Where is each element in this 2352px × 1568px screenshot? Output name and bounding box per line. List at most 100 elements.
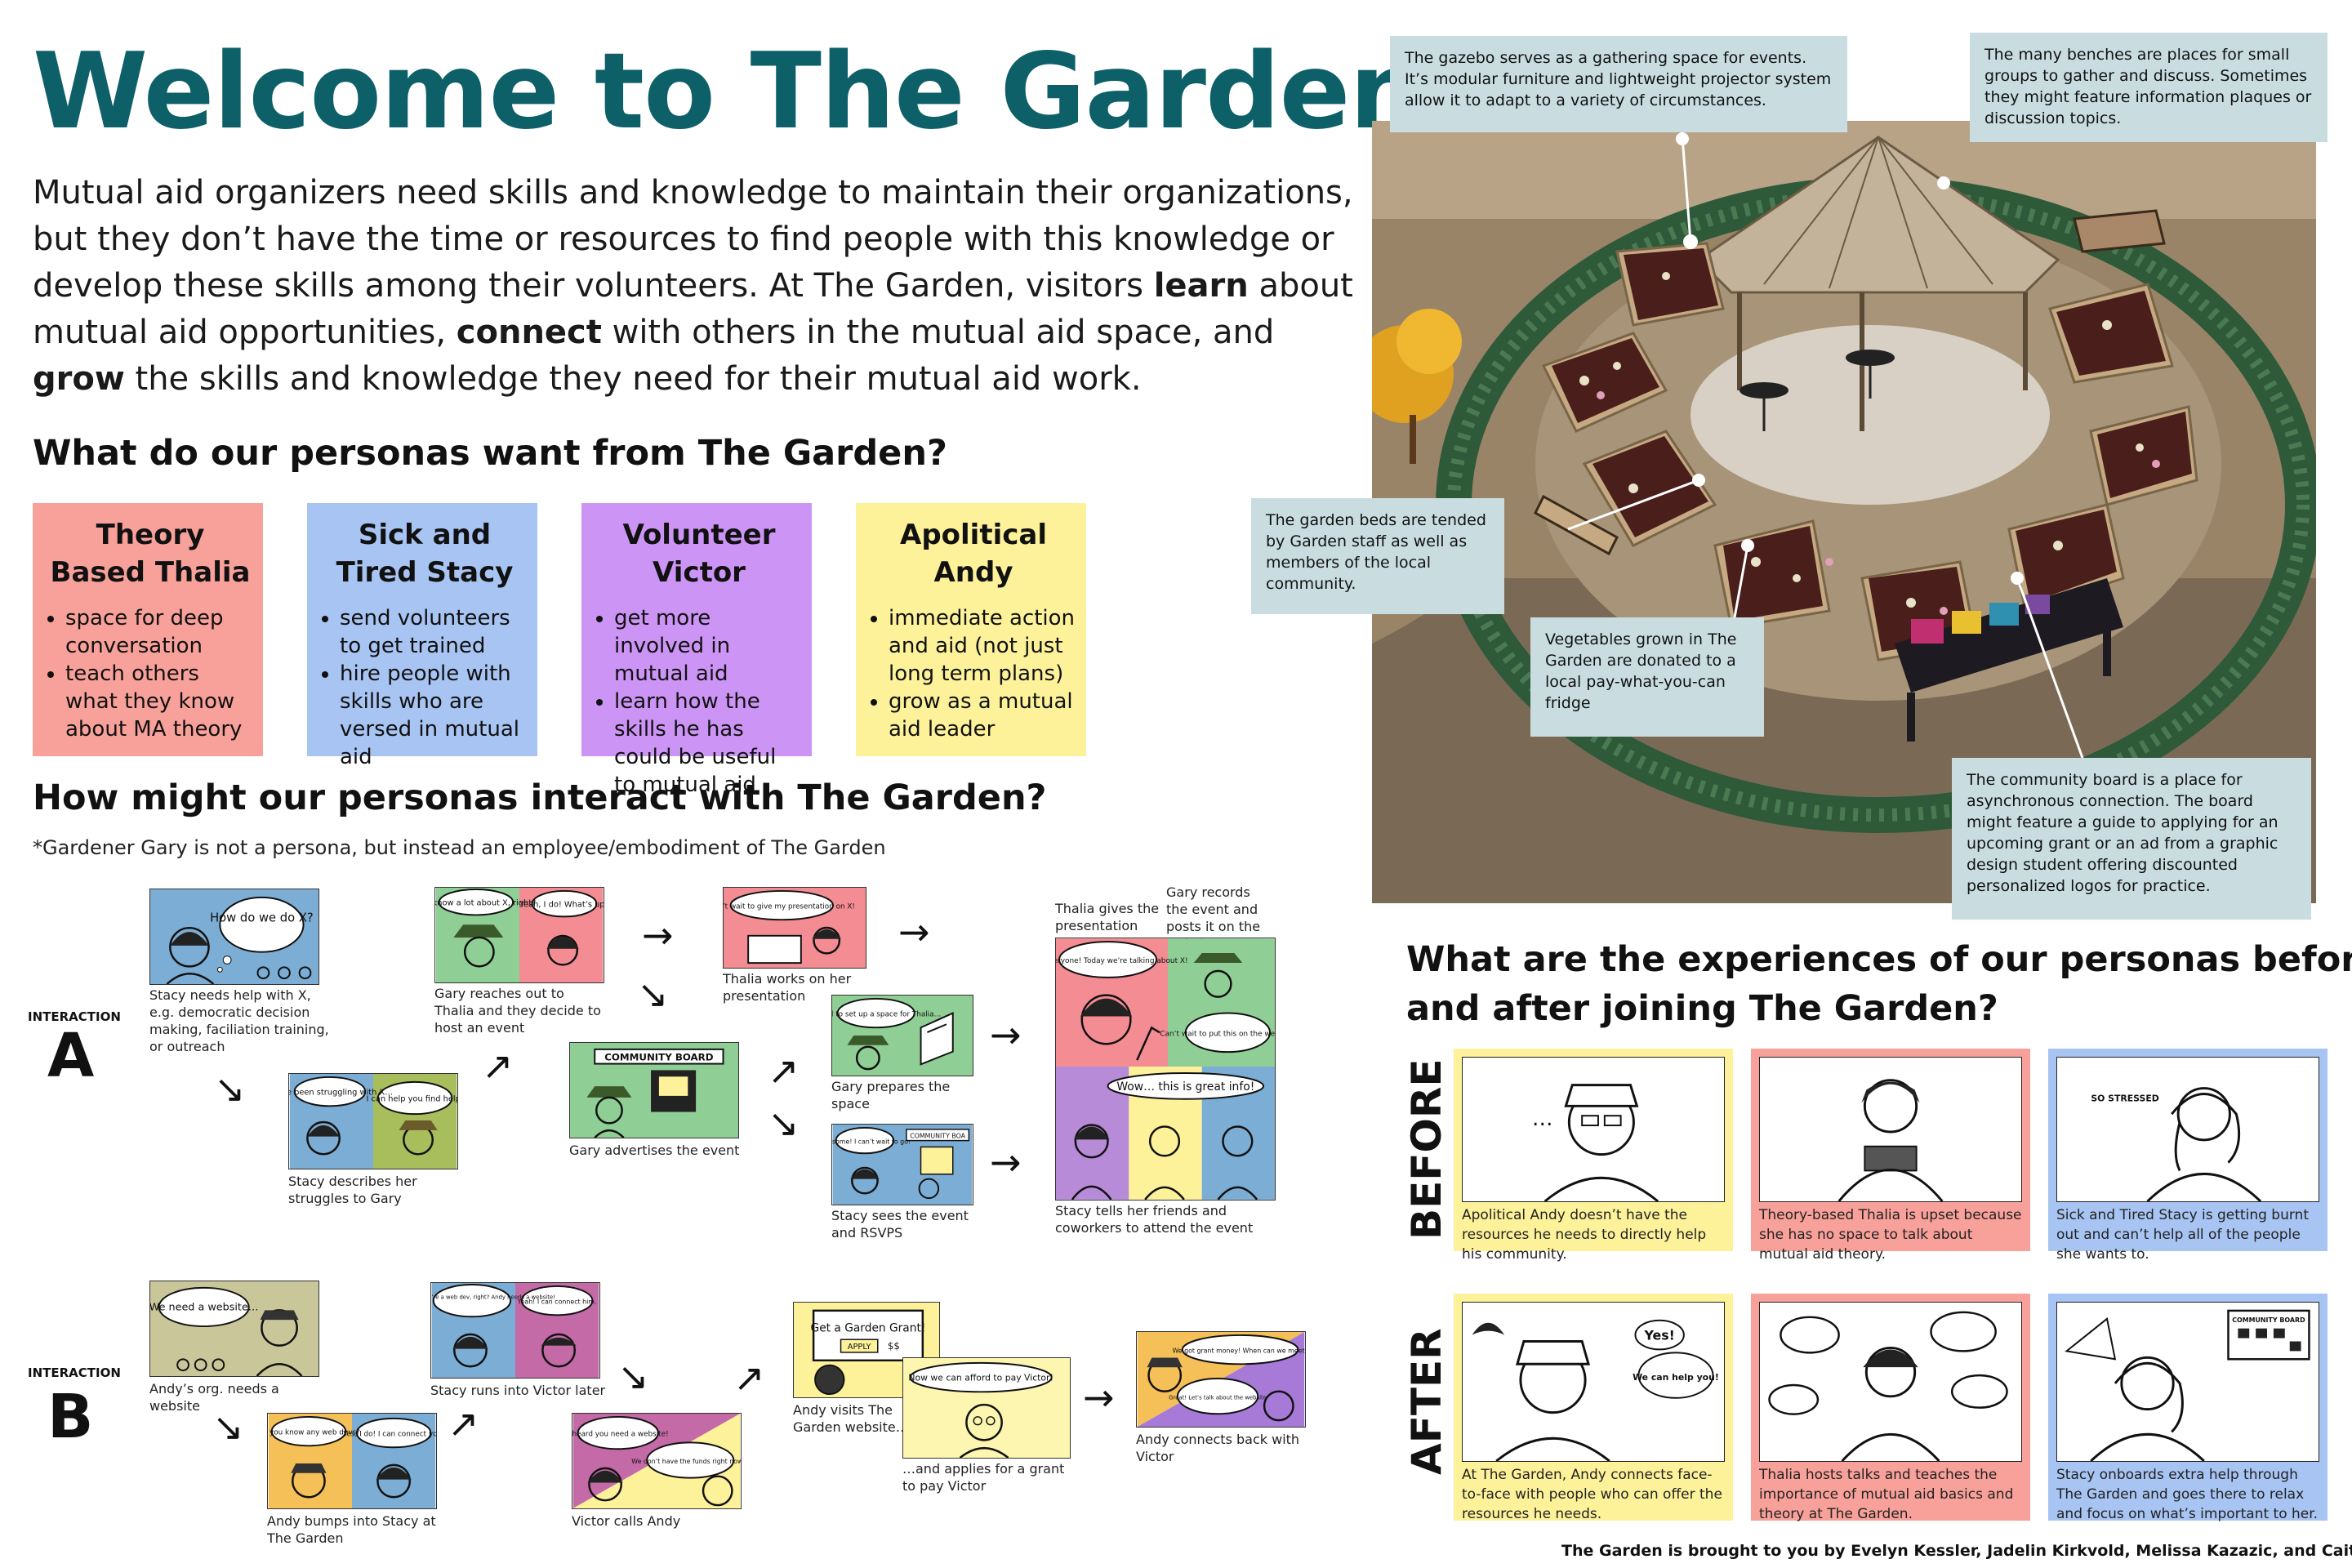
speech-text: I need to set up a space for Thalia…: [832, 1010, 941, 1018]
speech-text: We’ve been struggling with X…: [289, 1089, 393, 1098]
arrow-icon: ↘: [212, 1405, 244, 1449]
persona-card-thalia: Theory Based Thalia space for deep conve…: [33, 503, 263, 756]
comic-panel-a4: COMMUNITY BOARD: [569, 1042, 739, 1138]
persona-name: Sick and Tired Stacy: [336, 519, 514, 589]
caption-a8b: Gary records the event and posts it on t…: [1166, 884, 1261, 951]
intro-paragraph: Mutual aid organizers need skills and kn…: [33, 174, 1353, 398]
arrow-icon: →: [990, 1013, 1022, 1057]
callout-benches: The many benches are places for small gr…: [1970, 33, 2328, 142]
arrow-icon: ↘: [637, 972, 669, 1016]
arrow-icon: ↘: [617, 1354, 649, 1398]
speech-text: Hey everyone! Today we’re talking about …: [1056, 957, 1188, 965]
persona-card-andy: Apolitical Andy immediate action and aid…: [856, 503, 1086, 756]
speech-text: Yes, I do! I can connect you.: [342, 1431, 436, 1439]
persona-card-stacy: Sick and Tired Stacy send volunteers to …: [307, 503, 537, 769]
caption-a1: Stacy needs help with X, e.g. democratic…: [149, 987, 329, 1054]
after-label: AFTER: [1403, 1328, 1450, 1475]
after-card-stacy: COMMUNITY BOARD Stacy onboards extra hel…: [2048, 1294, 2328, 1522]
screen-text: $$: [888, 1340, 900, 1352]
speech-text: Can’t wait to give my presentation on X!: [724, 902, 855, 911]
speech-text: Yeah, I do! What’s up?: [519, 901, 604, 910]
speech-text: How do we do X?: [210, 911, 314, 924]
arrow-icon: ↗: [482, 1044, 514, 1088]
persona-point: learn how the skills he has could be use…: [614, 688, 804, 799]
before-card-andy: … Apolitical Andy doesn’t have the resou…: [1454, 1049, 1733, 1263]
after-andy-drawing: Yes! We can help you!: [1462, 1302, 1725, 1462]
caption-b1: Andy’s org. needs a website: [149, 1381, 279, 1414]
credits: The Garden is brought to you by Evelyn K…: [1561, 1542, 2352, 1560]
page-title: Welcome to The Garden: [33, 31, 1423, 153]
before-stacy-drawing: SO STRESSED: [2056, 1057, 2319, 1202]
arrow-icon: ↘: [768, 1101, 800, 1145]
speech-text: I can help you find help!: [366, 1094, 457, 1103]
persona-point: immediate action and aid (not just long …: [889, 604, 1078, 688]
caption-b3: Stacy runs into Victor later: [430, 1383, 606, 1398]
speech-text: Wow… this is great info!: [1116, 1080, 1254, 1094]
caption-a2: Stacy describes her struggles to Gary: [288, 1174, 417, 1206]
interaction-a-label: INTERACTION: [28, 1009, 121, 1024]
persona-point: hire people with skills who are versed i…: [340, 660, 529, 771]
drawn-text: We can help you!: [1633, 1372, 1719, 1383]
caption-b7: Andy connects back with Victor: [1136, 1432, 1300, 1464]
before-andy-text: Apolitical Andy doesn’t have the resourc…: [1462, 1207, 1707, 1263]
experience-heading-line1: What are the experiences of our personas…: [1406, 939, 2352, 980]
board-text: COMMUNITY BOARD: [604, 1052, 713, 1063]
interaction-b-letter: B: [47, 1382, 94, 1452]
comic-panel-a1: How do we do X?: [149, 889, 319, 985]
callout-vegetables: Vegetables grown in The Garden are donat…: [1530, 617, 1764, 737]
speech-text: Do you know any web devs?: [268, 1429, 360, 1437]
speech-text: I heard you need a website!: [572, 1431, 669, 1439]
speech-text: We don’t have the funds right now…: [631, 1458, 741, 1465]
after-stacy-text: Stacy onboards extra help through The Ga…: [2056, 1467, 2319, 1522]
caption-b2: Andy bumps into Stacy at The Garden: [267, 1513, 436, 1546]
comic-panel-b1: We need a website…: [149, 1281, 319, 1377]
board-text: COMMUNITY BOA: [910, 1133, 965, 1140]
comic-panel-a5: Can’t wait to give my presentation on X!: [723, 887, 866, 969]
speech-text: Yeah! I can connect him.: [517, 1298, 597, 1306]
caption-a4: Gary advertises the event: [569, 1143, 740, 1158]
arrow-icon: →: [1083, 1375, 1115, 1419]
comic-panel-b2: Do you know any web devs? Yes, I do! I c…: [267, 1413, 437, 1509]
speech-text: Awesome! I can’t wait to go!: [832, 1138, 911, 1146]
before-card-stacy: SO STRESSED Sick and Tired Stacy is gett…: [2048, 1049, 2328, 1263]
after-andy-text: At The Garden, Andy connects face-to-fac…: [1462, 1467, 1722, 1522]
after-thalia-text: Thalia hosts talks and teaches the impor…: [1759, 1467, 2014, 1522]
arrow-icon: →: [990, 1140, 1022, 1184]
screen-text: Get a Garden Grant!: [811, 1321, 926, 1334]
caption-a3: Gary reaches out to Thalia and they deci…: [434, 986, 601, 1036]
before-label: BEFORE: [1403, 1058, 1450, 1240]
caption-a6: Gary prepares the space: [831, 1079, 951, 1111]
caption-a5: Thalia works on her presentation: [723, 971, 852, 1004]
experience-heading-line2: and after joining The Garden?: [1406, 988, 1998, 1029]
before-thalia-drawing: [1759, 1057, 2022, 1202]
interact-heading: How might our personas interact with The…: [33, 777, 1047, 818]
screen-text: APPLY: [848, 1343, 872, 1352]
speech-text: We need a website…: [150, 1301, 259, 1313]
comic-panel-a8: Hey everyone! Today we’re talking about …: [1055, 938, 1276, 1200]
drawn-text: Yes!: [1643, 1328, 1674, 1343]
comic-panel-b3: Hey Victor! You’re a web dev, right? And…: [430, 1282, 600, 1379]
persona-point: teach others what they know about MA the…: [65, 660, 255, 743]
speech-text: Now we can afford to pay Victor!: [908, 1373, 1053, 1383]
personas-heading: What do our personas want from The Garde…: [33, 433, 947, 474]
caption-a7: Stacy sees the event and RSVPS: [831, 1208, 969, 1241]
before-thalia-text: Theory-based Thalia is upset because she…: [1759, 1207, 2022, 1263]
drawn-text: SO STRESSED: [2091, 1093, 2158, 1103]
comic-panel-b6: Now we can afford to pay Victor!: [902, 1357, 1071, 1459]
callout-gazebo: The gazebo serves as a gathering space f…: [1390, 36, 1847, 132]
persona-point: send volunteers to get trained: [340, 604, 529, 660]
garden-model-photo: [1372, 121, 2316, 903]
persona-name: Volunteer Victor: [622, 519, 776, 589]
after-card-thalia: Thalia hosts talks and teaches the impor…: [1751, 1294, 2030, 1522]
arrow-icon: ↗: [733, 1356, 765, 1400]
garden-model-drawing: [1372, 121, 2316, 903]
persona-point: grow as a mutual aid leader: [889, 688, 1078, 743]
persona-point: space for deep conversation: [65, 604, 255, 660]
svg-text:…: …: [1532, 1107, 1553, 1131]
persona-card-victor: Volunteer Victor get more involved in mu…: [581, 503, 812, 797]
speech-text: Great! Let’s talk about the website: [1169, 1395, 1267, 1401]
arrow-icon: ↘: [214, 1067, 246, 1111]
callout-beds: The garden beds are tended by Garden sta…: [1251, 498, 1504, 614]
drawn-text: COMMUNITY BOARD: [2232, 1316, 2305, 1324]
speech-text: Can’t wait to put this on the website!: [1160, 1030, 1275, 1038]
